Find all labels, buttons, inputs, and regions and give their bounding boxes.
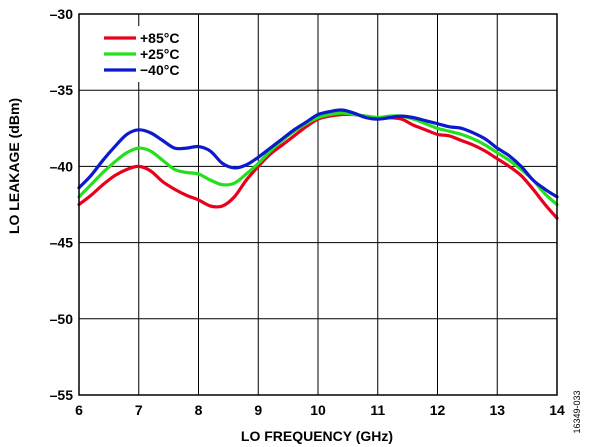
x-tick-label: 14	[549, 402, 565, 418]
y-tick-label: –50	[50, 311, 74, 327]
x-tick-label: 6	[75, 402, 83, 418]
y-tick-label: –55	[50, 387, 74, 403]
x-axis-title: LO FREQUENCY (GHz)	[241, 428, 393, 444]
x-tick-label: 13	[489, 402, 505, 418]
x-tick-label: 9	[254, 402, 262, 418]
grid-lines	[79, 14, 557, 395]
x-tick-label: 7	[135, 402, 143, 418]
x-tick-label: 11	[370, 402, 385, 418]
plot-frame	[78, 13, 558, 396]
y-tick-label: –40	[50, 158, 74, 174]
legend: +85°C+25°C−40°C	[94, 26, 192, 82]
y-axis-title: LO LEAKAGE (dBm)	[6, 98, 22, 234]
y-tick-label: –30	[50, 6, 74, 22]
x-tick-label: 10	[310, 402, 326, 418]
legend-label: −40°C	[140, 62, 179, 78]
series-lines	[77, 108, 559, 220]
x-tick-label: 8	[195, 402, 203, 418]
y-tick-label: –45	[50, 235, 74, 251]
y-tick-labels: –30 –35 –40 –45 –50 –55	[50, 6, 74, 403]
legend-label: +85°C	[140, 30, 179, 46]
y-tick-label: –35	[50, 82, 74, 98]
x-tick-label: 12	[430, 402, 446, 418]
legend-label: +25°C	[140, 46, 179, 62]
series-line-1	[77, 111, 559, 207]
series-line-2	[77, 108, 559, 199]
figure-id: 16349-033	[572, 390, 582, 433]
x-tick-labels: 6 7 8 9 10 11 12 13 14	[75, 402, 565, 418]
